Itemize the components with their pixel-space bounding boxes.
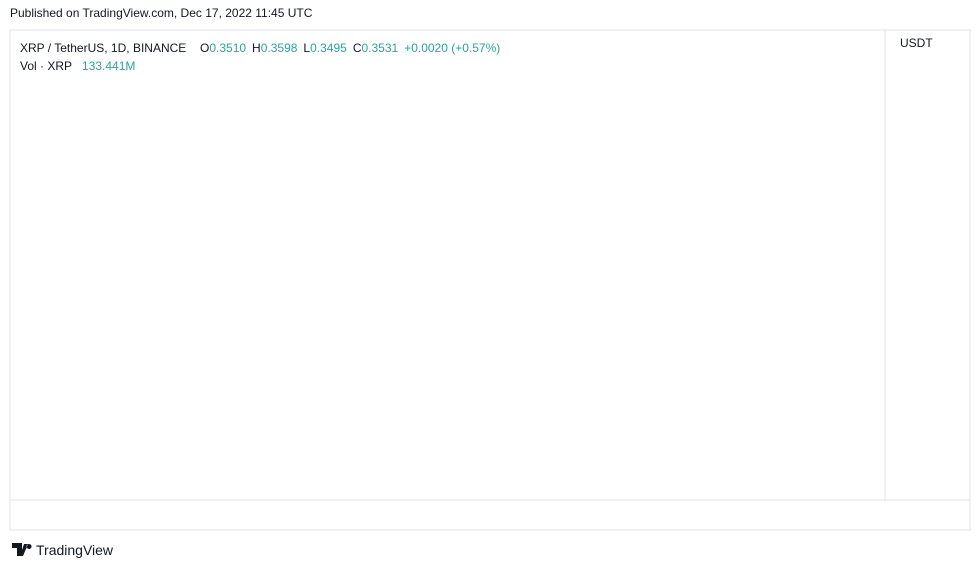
symbol: XRP / TetherUS, 1D, BINANCE — [20, 41, 186, 55]
ohlc-values: O0.3510 H0.3598 L0.3495 C0.3531 +0.0020 (+0.… — [200, 41, 500, 55]
ohlc-value: 0.3598 — [261, 41, 298, 55]
ohlc-label: L — [303, 41, 310, 55]
volume-legend-value: 133.441M — [82, 59, 135, 73]
chart-frame — [9, 29, 971, 531]
unit-backdrop — [886, 31, 969, 65]
legend: XRP / TetherUS, 1D, BINANCE O0.3510 H0.35… — [20, 41, 500, 73]
volume-legend: Vol · XRP — [20, 59, 72, 73]
axis-unit: USDT — [900, 36, 933, 50]
ohlc-value: 0.3531 — [361, 41, 398, 55]
change: +0.0020 (+0.57%) — [404, 41, 500, 55]
ohlc-label: H — [252, 41, 261, 55]
published-note: Published on TradingView.com, Dec 17, 20… — [10, 6, 313, 20]
logo-icon — [12, 543, 32, 556]
ohlc-label: O — [200, 41, 209, 55]
footer-brand: TradingView — [36, 542, 114, 558]
ohlc-value: 0.3495 — [310, 41, 347, 55]
ohlc-label: C — [353, 41, 362, 55]
ohlc-value: 0.3510 — [209, 41, 246, 55]
logo: TradingView — [12, 542, 114, 558]
